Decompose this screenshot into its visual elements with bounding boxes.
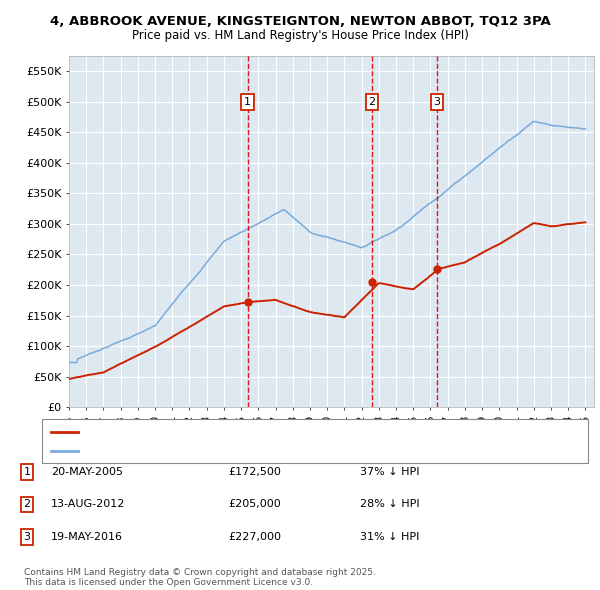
- Text: 28% ↓ HPI: 28% ↓ HPI: [360, 500, 419, 509]
- Text: 2: 2: [368, 97, 376, 107]
- Text: 2: 2: [23, 500, 31, 509]
- Text: 37% ↓ HPI: 37% ↓ HPI: [360, 467, 419, 477]
- Text: 13-AUG-2012: 13-AUG-2012: [51, 500, 125, 509]
- Text: 4, ABBROOK AVENUE, KINGSTEIGNTON, NEWTON ABBOT, TQ12 3PA (detached house): 4, ABBROOK AVENUE, KINGSTEIGNTON, NEWTON…: [84, 427, 512, 437]
- Text: 20-MAY-2005: 20-MAY-2005: [51, 467, 123, 477]
- Text: £205,000: £205,000: [228, 500, 281, 509]
- Text: 1: 1: [244, 97, 251, 107]
- Text: 31% ↓ HPI: 31% ↓ HPI: [360, 532, 419, 542]
- Text: 4, ABBROOK AVENUE, KINGSTEIGNTON, NEWTON ABBOT, TQ12 3PA: 4, ABBROOK AVENUE, KINGSTEIGNTON, NEWTON…: [50, 15, 550, 28]
- Text: HPI: Average price, detached house, Teignbridge: HPI: Average price, detached house, Teig…: [84, 446, 326, 455]
- Text: £227,000: £227,000: [228, 532, 281, 542]
- Text: 3: 3: [434, 97, 440, 107]
- Text: 3: 3: [23, 532, 31, 542]
- Text: 19-MAY-2016: 19-MAY-2016: [51, 532, 123, 542]
- Text: Price paid vs. HM Land Registry's House Price Index (HPI): Price paid vs. HM Land Registry's House …: [131, 30, 469, 42]
- Text: 1: 1: [23, 467, 31, 477]
- Text: £172,500: £172,500: [228, 467, 281, 477]
- Text: Contains HM Land Registry data © Crown copyright and database right 2025.
This d: Contains HM Land Registry data © Crown c…: [24, 568, 376, 587]
